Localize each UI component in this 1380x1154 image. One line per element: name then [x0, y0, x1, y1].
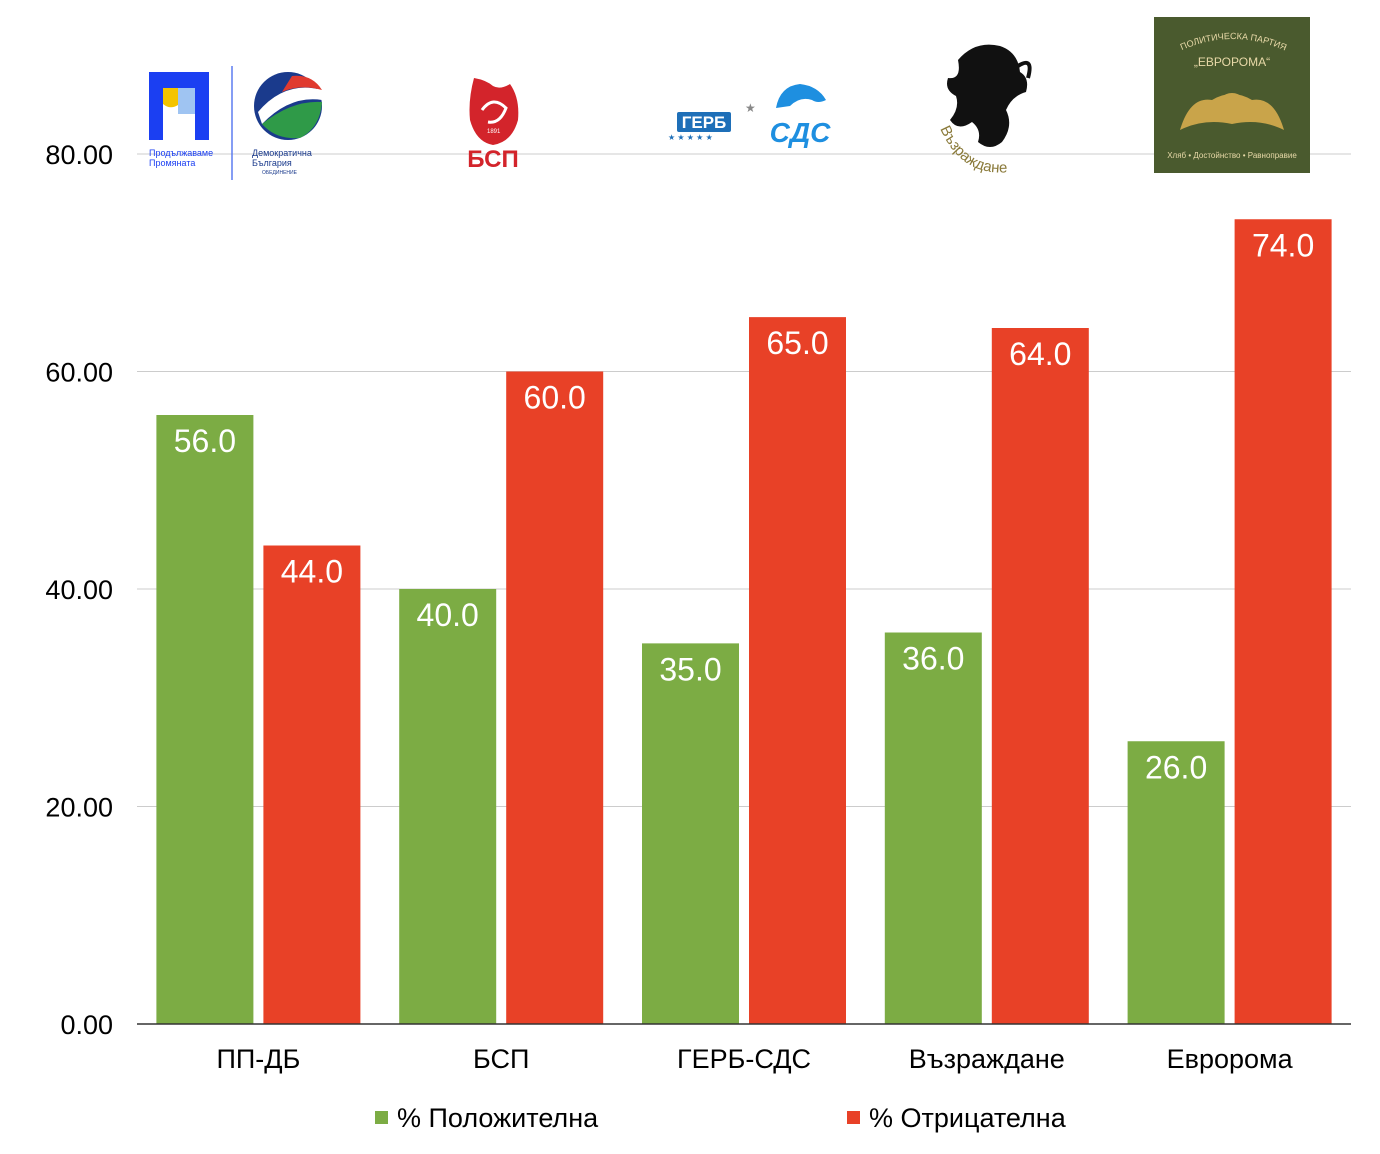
pp-yellow-shape [163, 88, 178, 108]
sds-lion-icon [776, 84, 826, 108]
bar-value-label: 60.0 [524, 380, 586, 416]
lion-tail-icon [1016, 61, 1032, 79]
bsp-year: 1891 [487, 129, 501, 135]
bar [506, 371, 604, 1024]
y-tick-label: 80.00 [45, 140, 113, 170]
x-category-label: Възраждане [909, 1044, 1065, 1074]
y-tick-label: 60.00 [45, 358, 113, 388]
bar-value-label: 56.0 [174, 423, 236, 459]
evroroma-text-3: Хляб • Достойнство • Равноправие [1167, 151, 1297, 160]
bar-value-label: 74.0 [1252, 227, 1314, 263]
evroroma-sun-icon [1217, 93, 1247, 123]
bar-value-label: 36.0 [902, 641, 964, 677]
gerb-sds-logo: ГЕРБ ★ ★ ★ ★ ★ ★ СДС [668, 84, 831, 148]
bar [749, 317, 846, 1024]
bar-value-label: 40.0 [417, 597, 479, 633]
bar [263, 545, 361, 1024]
evroroma-text-2: „ЕВРОРОМА“ [1194, 55, 1270, 69]
bar [399, 589, 497, 1024]
y-axis-tick-labels: 0.00 20.00 40.00 60.00 80.00 [45, 140, 113, 1040]
db-text-3: ОБЕДИНЕНИЕ [262, 170, 298, 176]
gerb-star-icon: ★ [745, 101, 756, 115]
db-white-stripe [258, 87, 322, 124]
x-category-label: ГЕРБ-СДС [677, 1044, 811, 1074]
bsp-text: БСП [467, 146, 519, 173]
bar [1127, 741, 1225, 1024]
pp-text-2: Промяната [149, 158, 195, 168]
bar [642, 643, 739, 1024]
sds-text: СДС [770, 117, 831, 148]
logo-row: Продължаваме Промяната Демократична Бълг… [149, 17, 1310, 180]
bar [884, 632, 982, 1024]
gerb-box [677, 112, 731, 132]
bar [1234, 219, 1332, 1024]
y-tick-label: 20.00 [45, 793, 113, 823]
evroroma-logo: ПОЛИТИЧЕСКА ПАРТИЯ „ЕВРОРОМА“ Хляб • Дос… [1154, 17, 1310, 173]
vazrazhdane-lion-logo: Възраждане [936, 44, 1032, 177]
x-category-label: БСП [473, 1044, 529, 1074]
pp-db-logo: Продължаваме Промяната Демократична Бълг… [149, 66, 322, 180]
legend-entry: % Отрицателна [869, 1103, 1067, 1133]
db-green-stripe [262, 101, 322, 139]
db-red-stripe [282, 75, 322, 92]
y-tick-label: 0.00 [60, 1010, 113, 1040]
bar-value-labels: 56.0 44.0 40.0 60.0 35.0 65.0 36.0 64.0 26.0 74.0 [174, 227, 1314, 785]
bar [156, 415, 254, 1024]
legend: % Положителна % Отрицателна [375, 1103, 1067, 1133]
bar-value-label: 26.0 [1145, 749, 1207, 785]
x-category-label: Евророма [1167, 1044, 1294, 1074]
bar [991, 328, 1089, 1024]
db-text-2: България [252, 158, 292, 168]
pp-text-1: Продължаваме [149, 148, 213, 158]
db-text-1: Демократична [252, 148, 312, 158]
gerb-stars-icon: ★ ★ ★ ★ ★ [668, 133, 713, 142]
bar-value-label: 64.0 [1009, 336, 1071, 372]
evroroma-emblem-icon [1180, 94, 1284, 130]
bar-value-label: 44.0 [281, 554, 343, 590]
bsp-rose-logo: 1891 БСП [467, 78, 519, 173]
pp-lightblue-shape [178, 88, 195, 114]
gerb-text: ГЕРБ [682, 113, 727, 132]
x-axis-category-labels: ПП-ДБ БСП ГЕРБ-СДС Възраждане Евророма [216, 1044, 1293, 1074]
bars [156, 219, 1332, 1024]
lion-silhouette-icon [947, 44, 1028, 147]
y-tick-label: 40.00 [45, 575, 113, 605]
legend-swatch [847, 1111, 860, 1124]
bar-value-label: 35.0 [659, 651, 721, 687]
bsp-rose-petal [480, 100, 508, 124]
x-category-label: ПП-ДБ [216, 1044, 300, 1074]
bsp-rose-icon [469, 78, 519, 145]
bar-value-label: 65.0 [766, 325, 828, 361]
legend-swatch [375, 1111, 388, 1124]
legend-entry: % Положителна [397, 1103, 599, 1133]
